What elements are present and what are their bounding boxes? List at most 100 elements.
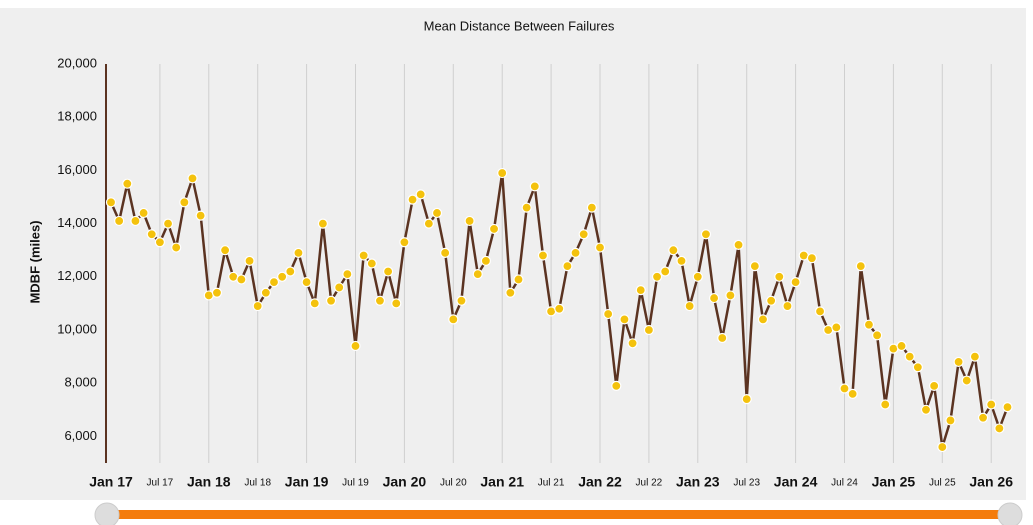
data-point: [456, 295, 467, 306]
data-point: [847, 388, 858, 399]
data-point: [105, 197, 117, 208]
x-tick-label: Jan 21: [480, 474, 524, 490]
data-point: [325, 295, 337, 306]
data-point: [708, 292, 720, 304]
data-point: [692, 271, 703, 282]
x-tick-label: Jul 22: [636, 478, 663, 489]
x-tick-label: Jan 17: [89, 474, 133, 490]
data-point: [586, 202, 597, 213]
data-point: [391, 298, 402, 309]
x-tick-label: Jan 24: [774, 474, 818, 490]
data-point: [651, 271, 663, 282]
data-point: [570, 247, 581, 258]
data-point: [635, 285, 646, 296]
data-point: [513, 274, 524, 285]
data-point: [814, 306, 826, 317]
data-point: [831, 322, 842, 333]
data-point: [480, 255, 491, 266]
data-point: [358, 250, 369, 261]
data-point: [766, 295, 777, 306]
data-point: [749, 261, 760, 272]
data-point: [562, 261, 573, 272]
y-tick-label: 16,000: [57, 162, 97, 177]
y-tick-label: 6,000: [64, 428, 97, 443]
plot: [105, 167, 1013, 453]
x-tick-label: Jul 23: [733, 478, 760, 489]
data-point: [554, 303, 565, 314]
data-point: [684, 300, 695, 312]
data-point: [969, 351, 981, 362]
x-tick-label: Jan 18: [187, 474, 231, 490]
x-tick-label: Jul 25: [929, 478, 956, 489]
data-point: [497, 167, 508, 179]
data-point: [521, 202, 532, 213]
range-slider[interactable]: [94, 502, 1023, 525]
data-point: [627, 338, 638, 349]
data-point: [334, 282, 345, 293]
x-tick-label: Jan 20: [383, 474, 427, 490]
data-point: [342, 269, 353, 280]
x-tick-label: Jan 22: [578, 474, 622, 490]
data-point: [114, 215, 125, 227]
data-point: [211, 287, 223, 298]
data-point: [961, 375, 972, 386]
data-point: [268, 277, 280, 288]
data-point: [309, 298, 320, 309]
slider-handle-right[interactable]: [997, 502, 1023, 525]
data-point: [162, 218, 174, 229]
data-point: [448, 314, 459, 325]
data-point: [138, 207, 149, 219]
data-point: [578, 229, 589, 240]
data-point: [440, 247, 451, 258]
data-point: [122, 178, 133, 189]
y-tick-label: 18,000: [57, 109, 97, 124]
x-tick-label: Jul 24: [831, 478, 858, 489]
slider-handle-left[interactable]: [94, 502, 120, 525]
y-tick-label: 20,000: [57, 55, 97, 70]
data-point: [986, 399, 997, 410]
x-tick-label: Jan 25: [872, 474, 916, 490]
data-point: [277, 271, 288, 282]
data-point: [929, 380, 940, 391]
data-point: [301, 277, 312, 288]
data-point: [757, 314, 769, 325]
data-point: [244, 255, 255, 266]
data-point: [774, 271, 785, 282]
y-tick-label: 12,000: [57, 268, 97, 283]
data-point: [643, 324, 655, 336]
data-point: [855, 261, 866, 272]
data-point: [529, 181, 540, 192]
data-point: [415, 189, 426, 200]
data-point: [790, 277, 801, 288]
data-point: [1002, 402, 1013, 413]
x-tick-label: Jul 20: [440, 478, 467, 489]
data-point: [676, 255, 687, 266]
y-tick-label: 10,000: [57, 321, 97, 336]
data-point: [366, 258, 377, 269]
x-tick-label: Jul 21: [538, 478, 565, 489]
data-point: [594, 242, 606, 253]
data-point: [293, 247, 304, 258]
data-point: [374, 295, 386, 306]
data-point: [863, 319, 875, 330]
data-point: [619, 314, 630, 325]
data-point: [904, 351, 915, 362]
x-tick-label: Jul 18: [244, 478, 271, 489]
data-point: [146, 229, 157, 240]
data-point: [464, 215, 475, 227]
data-point: [953, 356, 964, 368]
data-point: [920, 404, 932, 415]
data-point: [260, 287, 271, 298]
data-point: [220, 245, 231, 256]
data-point: [423, 218, 434, 229]
data-point: [994, 423, 1005, 434]
data-point: [399, 237, 410, 248]
chart-background: [0, 8, 1026, 500]
data-point: [977, 412, 989, 423]
data-point: [700, 229, 712, 240]
data-point: [603, 308, 614, 320]
data-point: [782, 300, 793, 312]
data-point: [717, 332, 728, 344]
